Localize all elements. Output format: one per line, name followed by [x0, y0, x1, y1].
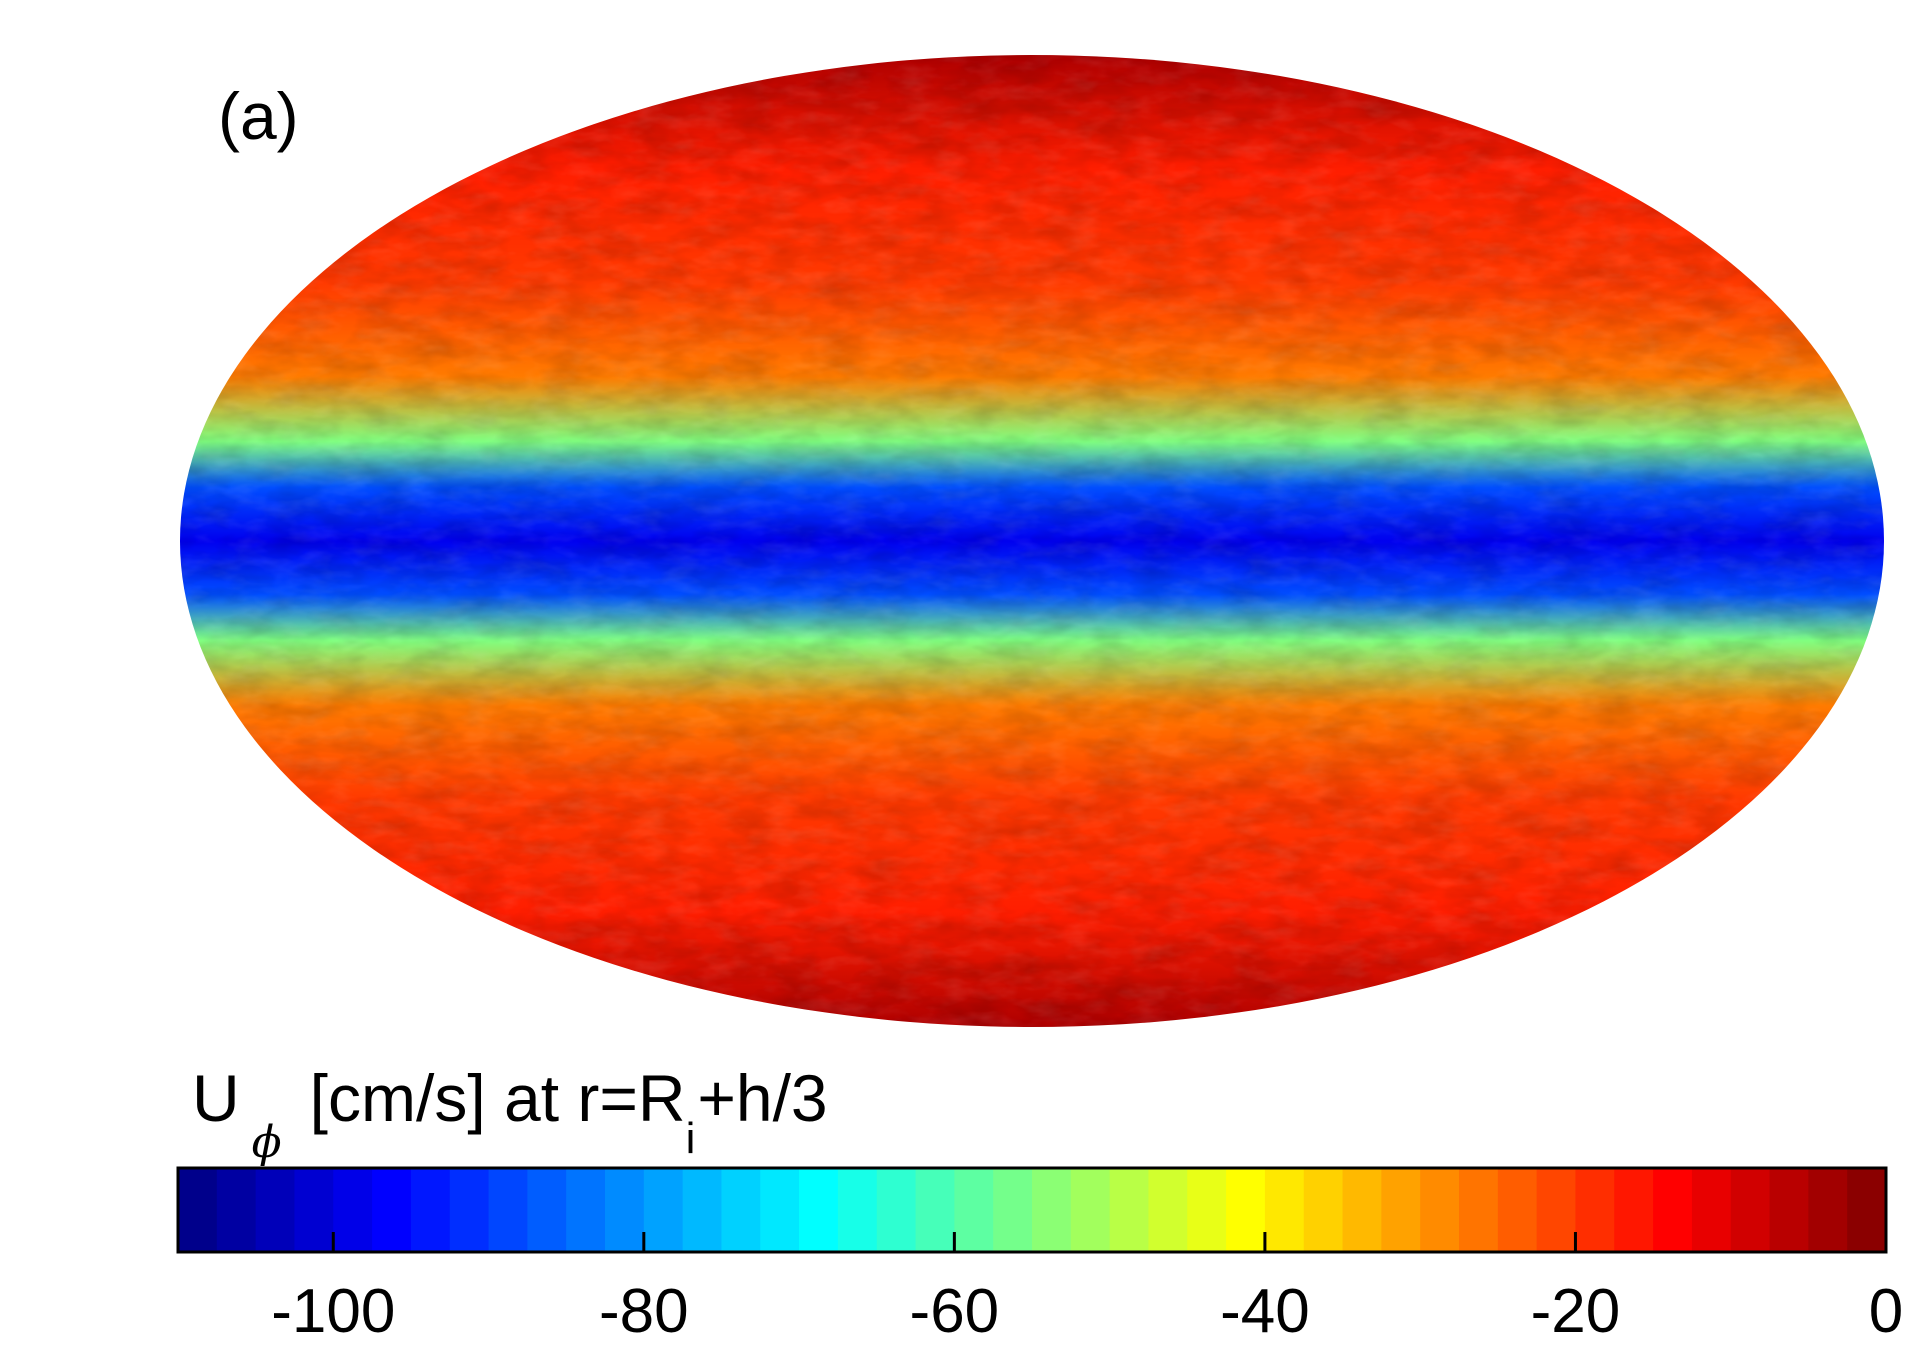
- colorbar-tick-label: -40: [1220, 1277, 1310, 1346]
- colorbar-swatch: [605, 1168, 645, 1252]
- colorbar-swatch: [760, 1168, 800, 1252]
- colorbar-swatch: [410, 1168, 451, 1252]
- colorbar-swatch: [1342, 1168, 1382, 1252]
- colorbar-swatch: [1420, 1168, 1460, 1252]
- colorbar-swatch: [915, 1168, 955, 1252]
- colorbar-swatch: [1730, 1168, 1771, 1252]
- panel-label: (a): [218, 79, 299, 153]
- colorbar-swatch: [1497, 1168, 1538, 1252]
- colorbar-swatch: [1187, 1168, 1227, 1252]
- colorbar-swatch: [1070, 1168, 1111, 1252]
- colorbar-swatch: [1575, 1168, 1615, 1252]
- colorbar-swatch: [1459, 1168, 1499, 1252]
- colorbar-title: Uϕ [cm/s] at r=Ri+h/3: [192, 1060, 828, 1168]
- colorbar-swatch: [372, 1168, 412, 1252]
- colorbar-ticks: -100 -80 -60 -40 -20 0: [271, 1232, 1903, 1346]
- colorbar-tick-label: -100: [271, 1277, 395, 1346]
- colorbar-swatch: [255, 1168, 296, 1252]
- colorbar-title-text: [cm/s] at r=R: [309, 1061, 686, 1135]
- colorbar-swatch: [799, 1168, 839, 1252]
- colorbar-swatch: [643, 1168, 684, 1252]
- map-texture-light: [180, 55, 1884, 1027]
- colorbar-swatch: [216, 1168, 257, 1252]
- colorbar-swatch: [1653, 1168, 1693, 1252]
- colorbar-frame: [176, 1166, 1888, 1254]
- colorbar-tick-label: -80: [599, 1277, 689, 1346]
- colorbar-swatch: [993, 1168, 1033, 1252]
- colorbar-tick-label: -60: [910, 1277, 1000, 1346]
- colorbar-swatch: [1381, 1168, 1421, 1252]
- colorbar-swatch: [488, 1168, 528, 1252]
- colorbar-swatch: [876, 1168, 917, 1252]
- colorbar-title-subscript: ϕ: [251, 1117, 282, 1168]
- colorbar-swatch: [954, 1168, 994, 1252]
- colorbar-swatch: [294, 1168, 334, 1252]
- colorbar-swatch: [837, 1168, 878, 1252]
- colorbar-swatches: [178, 1168, 1887, 1252]
- colorbar-swatch: [449, 1168, 490, 1252]
- colorbar-swatch: [1769, 1168, 1809, 1252]
- colorbar-swatch: [333, 1168, 373, 1252]
- colorbar-swatch: [1148, 1168, 1188, 1252]
- colorbar-swatch: [721, 1168, 761, 1252]
- colorbar-swatch: [527, 1168, 567, 1252]
- colorbar-swatch: [1614, 1168, 1654, 1252]
- colorbar-swatch: [1536, 1168, 1577, 1252]
- mollweide-map: [180, 55, 1884, 1027]
- colorbar-swatch: [1808, 1168, 1848, 1252]
- colorbar: -100 -80 -60 -40 -20 0: [176, 1166, 1903, 1346]
- colorbar-swatch: [682, 1168, 723, 1252]
- colorbar-swatch: [1032, 1168, 1072, 1252]
- colorbar-tick-label: 0: [1869, 1277, 1903, 1346]
- colorbar-swatch: [1264, 1168, 1305, 1252]
- colorbar-swatch: [1691, 1168, 1732, 1252]
- colorbar-title-radius-subscript: i: [685, 1114, 696, 1163]
- colorbar-tick-label: -20: [1531, 1277, 1621, 1346]
- colorbar-title-text-end: +h/3: [697, 1061, 828, 1135]
- colorbar-swatch: [1226, 1168, 1266, 1252]
- colorbar-swatch: [566, 1168, 606, 1252]
- colorbar-swatch: [1303, 1168, 1344, 1252]
- colorbar-swatch: [1109, 1168, 1150, 1252]
- colorbar-swatch: [1847, 1168, 1887, 1252]
- colorbar-title-symbol: U: [192, 1061, 240, 1135]
- colorbar-swatch: [178, 1168, 218, 1252]
